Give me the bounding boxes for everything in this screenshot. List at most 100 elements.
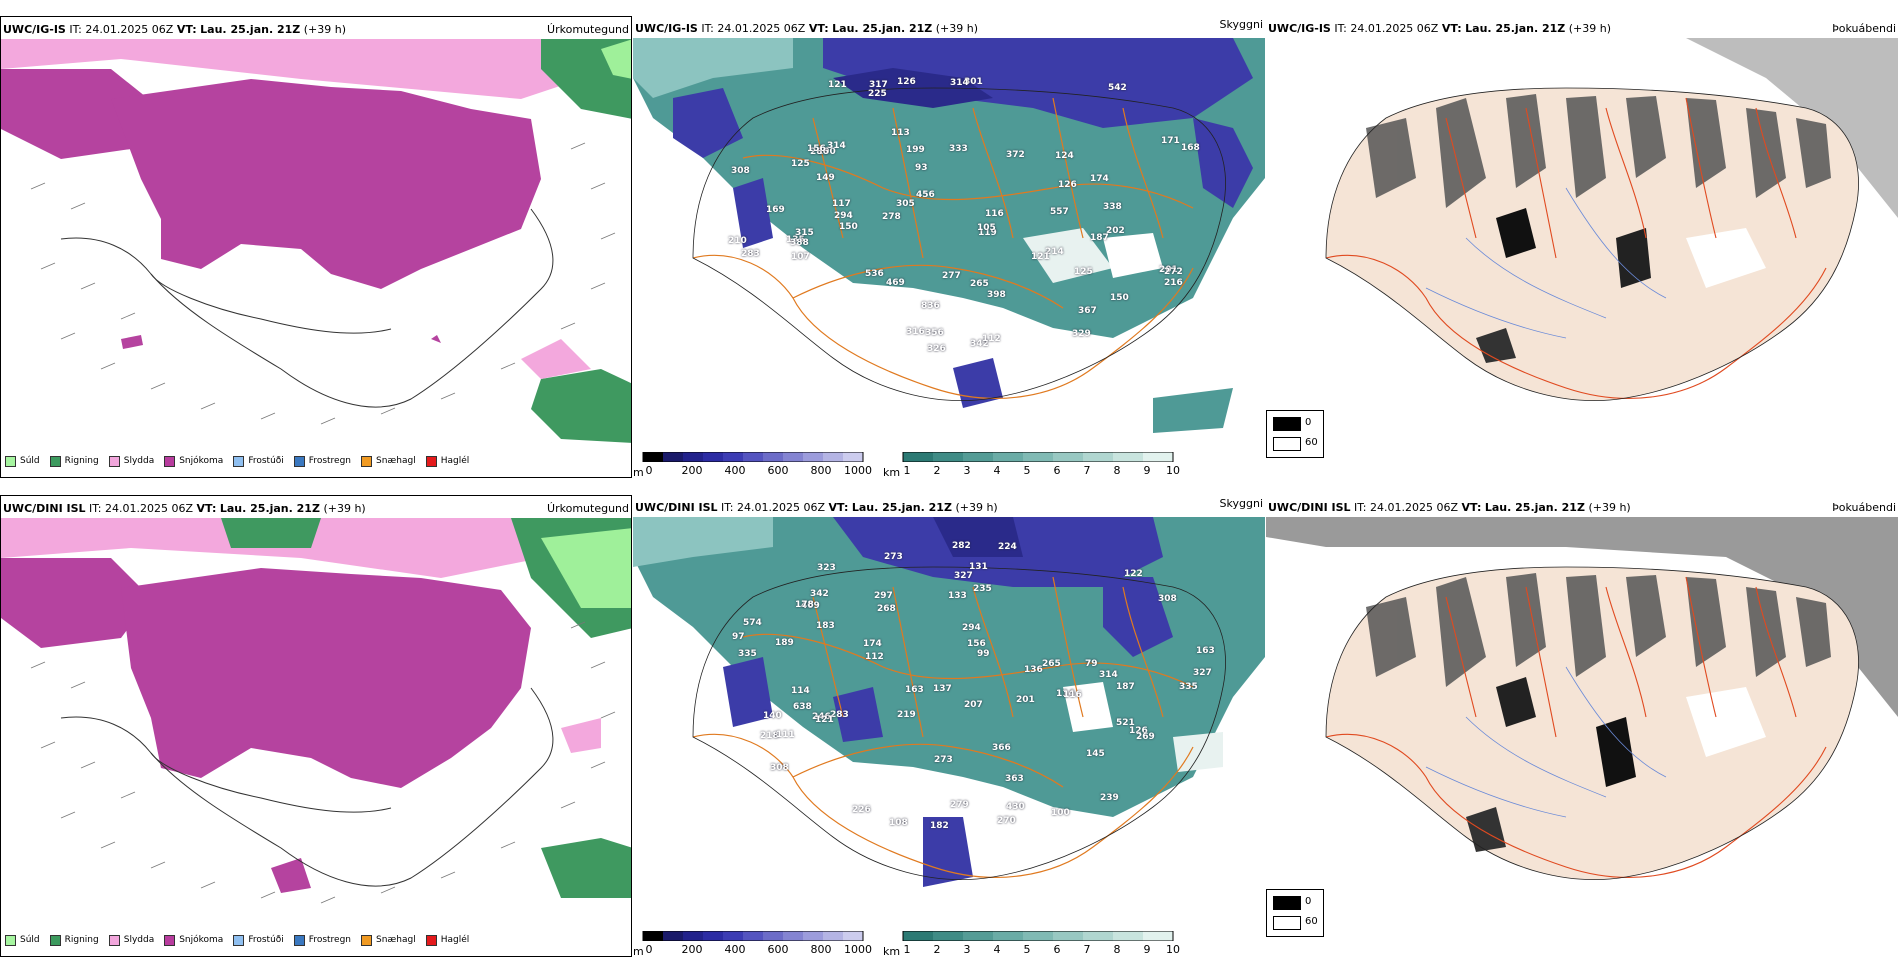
panel-name: Úrkomutegund: [547, 23, 629, 36]
spot-value-label: 356: [925, 328, 944, 338]
visibility-tick: 4: [993, 464, 1001, 477]
legend-swatch: [425, 934, 437, 946]
spot-value-label: 108: [889, 818, 908, 828]
spot-value-label: 282: [952, 541, 971, 551]
spot-value-label: 202: [1106, 226, 1125, 236]
spot-value-label: 174: [863, 639, 882, 649]
panel-name: Úrkomutegund: [547, 502, 629, 515]
spot-value-label: 125: [1074, 267, 1093, 277]
spot-value-label: 283: [830, 710, 849, 720]
spot-value-label: 163: [1196, 646, 1215, 656]
precip-type-panel-2: UWC/DINI ISL IT: 24.01.2025 06Z VT: Lau.…: [0, 495, 632, 957]
fog-panel-2: UWC/DINI ISL IT: 24.01.2025 06Z VT: Lau.…: [1266, 495, 1900, 957]
precip-map: [1, 39, 631, 443]
spot-value-label: 122: [1124, 569, 1143, 579]
spot-value-label: 207: [964, 700, 983, 710]
spot-value-label: 126: [1129, 726, 1148, 736]
spot-value-label: 327: [954, 571, 973, 581]
spot-value-label: 323: [817, 563, 836, 573]
ceiling-tick: 800: [810, 464, 832, 477]
spot-value-label: 201: [1159, 265, 1178, 275]
spot-value-label: 836: [921, 301, 940, 311]
panel-name: Skyggni: [1219, 18, 1263, 31]
spot-value-label: 187: [1090, 233, 1109, 243]
spot-value-label: 99: [977, 649, 990, 659]
cloud-visibility-panel-1: UWC/IG-IS IT: 24.01.2025 06Z VT: Lau. 25…: [633, 16, 1265, 478]
spot-value-label: 398: [987, 290, 1006, 300]
fog-legend-swatch-dark: [1273, 896, 1301, 910]
spot-value-label: 100: [817, 147, 836, 157]
spot-value-label: 333: [949, 144, 968, 154]
legend-swatch: [361, 934, 373, 946]
spot-value-label: 557: [1050, 207, 1069, 217]
panel-name: Skyggni: [1219, 497, 1263, 510]
spot-value-label: 114: [1056, 689, 1075, 699]
spot-value-label: 163: [905, 685, 924, 695]
spot-value-label: 239: [1100, 793, 1119, 803]
legend-item-freezing-drizzle: Frostúði: [233, 934, 284, 946]
fog-legend-swatch-dark: [1273, 417, 1301, 431]
spot-value-label: 182: [930, 821, 949, 831]
precip-legend: Súld Rigning Slydda Snjókoma Frostúði Fr…: [5, 932, 469, 948]
spot-value-label: 216: [1164, 278, 1183, 288]
ceiling-tick: 200: [681, 464, 703, 477]
spot-value-label: 171: [1161, 136, 1180, 146]
fog-map: [1266, 38, 1898, 442]
spot-value-label: 314: [827, 141, 846, 151]
spot-value-label: 225: [868, 89, 887, 99]
spot-value-label: 317: [869, 80, 888, 90]
spot-value-label: 372: [1006, 150, 1025, 160]
spot-value-label: 178: [795, 600, 814, 610]
panel-title: UWC/IG-IS IT: 24.01.2025 06Z VT: Lau. 25…: [3, 23, 347, 36]
spot-value-label: 224: [998, 542, 1017, 552]
spot-value-label: 97: [732, 632, 745, 642]
spot-value-label: 150: [839, 222, 858, 232]
legend-item-snow: Snjókoma: [164, 934, 223, 946]
legend-item-snow-pellets: Snæhagl: [361, 934, 416, 946]
spot-value-label: 314: [1099, 670, 1118, 680]
ceiling-tick: 400: [724, 464, 746, 477]
panel-title: UWC/DINI ISL IT: 24.01.2025 06Z VT: Lau.…: [1268, 501, 1631, 514]
spot-value-label: 342: [810, 589, 829, 599]
spot-value-label: 117: [832, 199, 851, 209]
spot-value-label: 112: [865, 652, 884, 662]
panel-title: UWC/IG-IS IT: 24.01.2025 06Z VT: Lau. 25…: [635, 22, 979, 35]
spot-value-label: 542: [1108, 83, 1127, 93]
spot-value-label: 409: [801, 601, 820, 611]
spot-value-label: 140: [763, 711, 782, 721]
spot-value-label: 149: [816, 173, 835, 183]
spot-value-label: 338: [1103, 202, 1122, 212]
spot-value-label: 286: [810, 147, 829, 157]
fog-legend-swatch-light: [1273, 437, 1301, 451]
spot-value-label: 201: [1016, 695, 1035, 705]
visibility-tick: 8: [1113, 464, 1121, 477]
spot-value-label: 187: [1116, 682, 1135, 692]
spot-value-label: 219: [897, 710, 916, 720]
spot-value-label: 314: [950, 78, 969, 88]
legend-swatch: [293, 455, 305, 467]
visibility-gradient: [902, 452, 1174, 462]
spot-value-label: 199: [906, 145, 925, 155]
visibility-colorbar: km 1 2 3 4 5 6 7 8 9 10: [883, 931, 1203, 957]
panel-name: Þokuábendi: [1832, 501, 1896, 514]
spot-value-label: 277: [942, 271, 961, 281]
legend-item-drizzle: Súld: [5, 934, 40, 946]
spot-value-label: 218: [760, 731, 779, 741]
spot-value-label: 125: [791, 159, 810, 169]
spot-value-label: 133: [948, 591, 967, 601]
fog-legend-tick: 0: [1305, 896, 1312, 907]
spot-value-label: 126: [897, 77, 916, 87]
legend-item-hail: Haglél: [425, 455, 469, 467]
visibility-gradient: [902, 931, 1174, 941]
spot-value-label: 126: [1058, 180, 1077, 190]
legend-item-rain: Rigning: [49, 455, 99, 467]
fog-panel-1: UWC/IG-IS IT: 24.01.2025 06Z VT: Lau. 25…: [1266, 16, 1900, 478]
spot-value-label: 305: [896, 199, 915, 209]
ceiling-tick: 600: [767, 464, 789, 477]
fog-legend-1: 0 60: [1266, 410, 1324, 458]
spot-value-label: 131: [969, 562, 988, 572]
spot-value-label: 308: [731, 166, 750, 176]
legend-item-snow: Snjókoma: [164, 455, 223, 467]
spot-value-label: 169: [766, 205, 785, 215]
legend-item-rain: Rigning: [49, 934, 99, 946]
